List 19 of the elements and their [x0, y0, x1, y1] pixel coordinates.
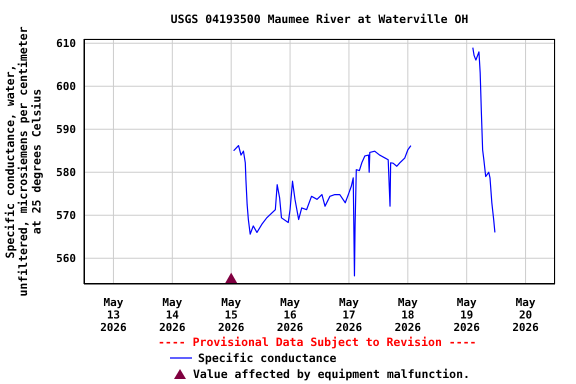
x-tick-label: May 14 2026	[159, 296, 186, 334]
x-tick-label: May 18 2026	[394, 296, 422, 334]
y-tick-label: 570	[56, 209, 76, 222]
x-tick-label: May 15 2026	[218, 296, 245, 334]
y-tick-label: 580	[56, 166, 76, 180]
chart-title: USGS 04193500 Maumee River at Waterville OH	[170, 12, 470, 26]
legend-label: Value affected by equipment malfunction.	[193, 366, 470, 382]
y-tick-label: 590	[56, 123, 76, 136]
x-tick-label: May 13 2026	[100, 296, 128, 334]
y-axis-title: Specific conductance, water, unfiltered, microsiemens per centimeter at 25 degrees Celsius	[3, 26, 44, 297]
text: ---- Provisional Data Subject to Revision ----	[157, 335, 478, 350]
legend-label: Specific conductance	[198, 350, 336, 366]
x-tick-label: May 17 2026	[336, 296, 363, 334]
y-tick-label: 560	[56, 252, 76, 266]
y-tick-label: 610	[56, 37, 76, 50]
y-tick-label: 600	[56, 80, 76, 94]
x-tick-label: May 20 2026	[512, 296, 540, 334]
x-tick-label: May 16 2026	[276, 296, 304, 334]
x-tick-label: May 19 2026	[453, 296, 480, 334]
